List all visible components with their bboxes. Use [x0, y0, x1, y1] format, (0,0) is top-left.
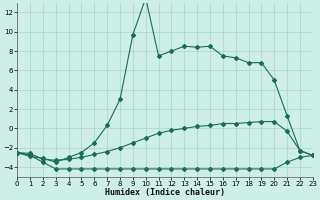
X-axis label: Humidex (Indice chaleur): Humidex (Indice chaleur): [105, 188, 225, 197]
